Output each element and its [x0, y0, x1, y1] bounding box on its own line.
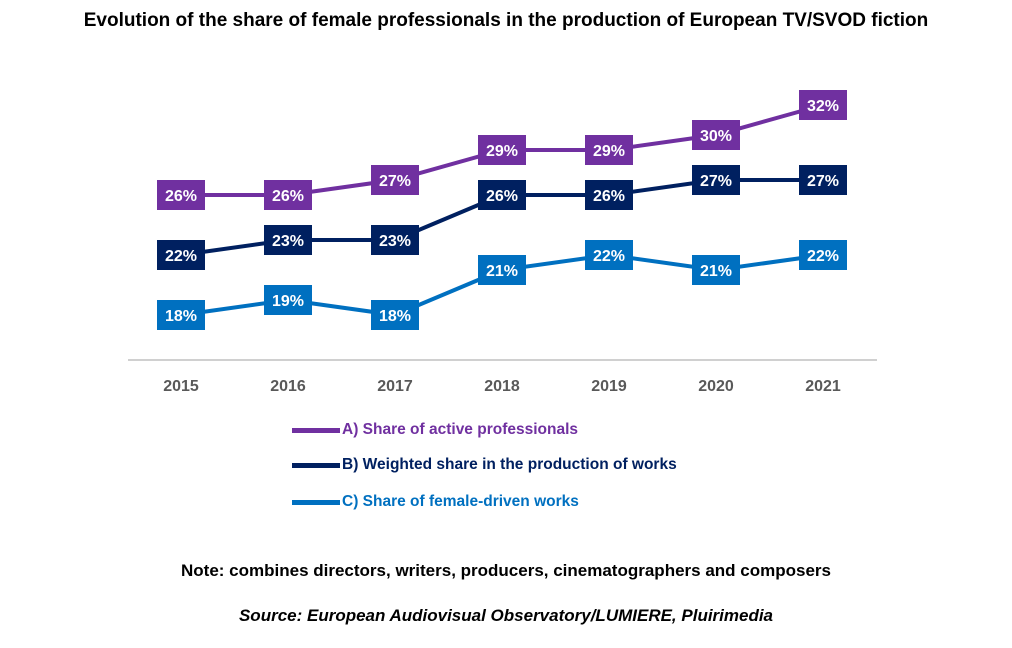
data-label: 27%	[700, 173, 732, 190]
data-label: 21%	[486, 263, 518, 280]
x-tick-label: 2015	[163, 378, 199, 395]
data-label: 32%	[807, 98, 839, 115]
data-label: 22%	[807, 248, 839, 265]
data-label-box	[157, 180, 205, 210]
data-label: 30%	[700, 128, 732, 145]
legend-swatch	[292, 499, 340, 505]
note: Note: combines directors, writers, produ…	[181, 561, 831, 580]
data-label-box	[692, 120, 740, 150]
legend-label: A) Share of active professionals	[342, 421, 579, 438]
data-label: 26%	[486, 188, 518, 205]
data-label: 21%	[700, 263, 732, 280]
legend-label: B) Weighted share in the production of w…	[342, 456, 677, 473]
x-tick-label: 2017	[377, 378, 413, 395]
data-label: 18%	[379, 308, 411, 325]
chart-title: Evolution of the share of female profess…	[83, 10, 929, 31]
data-label-box	[371, 165, 419, 195]
legend-item: B) Weighted share in the production of w…	[292, 456, 677, 474]
data-label: 23%	[379, 233, 411, 250]
x-tick-label: 2021	[805, 378, 841, 395]
x-tick-label: 2019	[591, 378, 627, 395]
data-label-box	[478, 135, 526, 165]
data-label-box	[799, 165, 847, 195]
data-label: 19%	[272, 293, 304, 310]
x-tick-label: 2016	[270, 378, 306, 395]
data-label-box	[799, 90, 847, 120]
data-label-box	[478, 255, 526, 285]
data-label: 27%	[807, 173, 839, 190]
x-tick-label: 2020	[698, 378, 734, 395]
data-label-box	[157, 300, 205, 330]
data-label-box	[692, 165, 740, 195]
data-label-box	[371, 225, 419, 255]
data-label-box	[478, 180, 526, 210]
data-label-box	[157, 240, 205, 270]
data-label-box	[585, 135, 633, 165]
data-label-box	[371, 300, 419, 330]
data-label-box	[585, 240, 633, 270]
legend-swatch	[292, 462, 340, 468]
data-label: 26%	[272, 188, 304, 205]
data-label: 22%	[165, 248, 197, 265]
legend-label: C) Share of female-driven works	[342, 493, 579, 510]
data-label-box	[585, 180, 633, 210]
data-label: 23%	[272, 233, 304, 250]
data-label: 18%	[165, 308, 197, 325]
plot-area: 2015 2016 2017 2018 2019 2020 2021 26% 26% 27% 29%…	[128, 90, 877, 395]
data-label: 26%	[165, 188, 197, 205]
data-label: 27%	[379, 173, 411, 190]
data-label-box	[264, 285, 312, 315]
data-label-box	[264, 225, 312, 255]
source: Source: European Audiovisual Observatory…	[238, 606, 774, 625]
legend-item: C) Share of female-driven works	[292, 493, 579, 511]
legend-item: A) Share of active professionals	[292, 421, 578, 439]
legend-swatch	[292, 427, 340, 433]
data-label-box	[799, 240, 847, 270]
data-label-box	[692, 255, 740, 285]
data-label-box	[264, 180, 312, 210]
data-label: 22%	[593, 248, 625, 265]
data-label: 26%	[593, 188, 625, 205]
x-tick-label: 2018	[484, 378, 520, 395]
data-label: 29%	[593, 143, 625, 160]
data-label: 29%	[486, 143, 518, 160]
